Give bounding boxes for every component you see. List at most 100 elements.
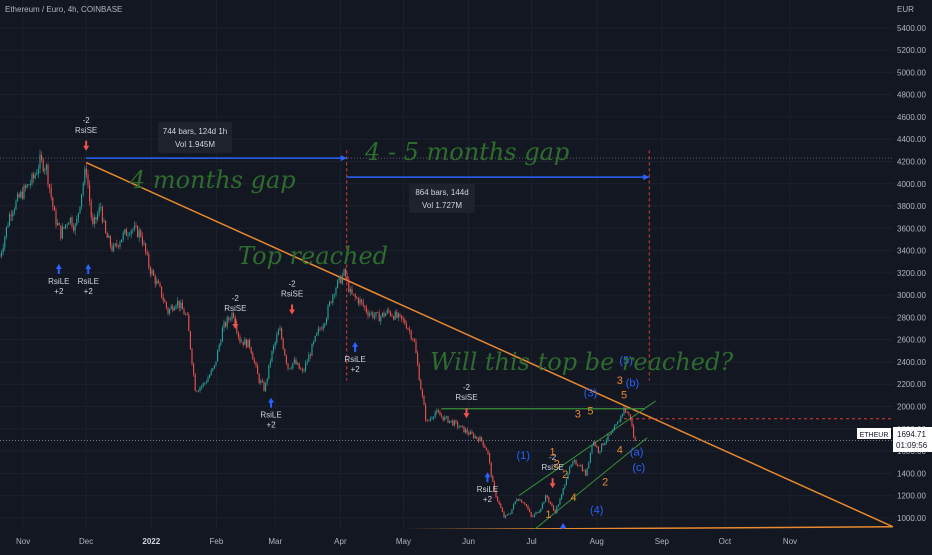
candle-body [261,380,263,383]
candle-body [316,332,318,336]
candle-body [522,502,524,504]
candle-body [37,168,39,174]
candle-body [93,217,95,224]
candle-body [282,338,284,349]
candle-body [87,174,89,186]
time-axis[interactable] [0,529,893,550]
strategy-signals: -2RsiSERsiLE+2RsiLE+2-2RsiSE-2RsiSERsiLE… [48,116,574,545]
candle-body [221,328,223,342]
candle-body [183,309,185,315]
annotation-gap1: 4 months gap [129,166,296,194]
candle-body [626,412,628,414]
candle-body [138,230,140,238]
candle-body [546,495,548,498]
candle-body [271,351,273,362]
measure-2-vol: Vol 1.727M [422,201,462,210]
candle-body [509,513,511,515]
candle-body [621,414,623,416]
candle-body [524,503,526,505]
candle-body [365,307,367,313]
candle-body [162,297,164,301]
candle-body [338,276,340,281]
time-tick-label: Apr [334,537,347,546]
price-axis[interactable] [893,0,932,550]
candlestick-series [0,149,636,519]
time-ticks: Nov Dec 2022 Feb Mar Apr May Jun Jul Aug Sep Oct Nov [16,537,797,546]
price-tick-label: 3400.00 [897,247,926,256]
channel-upper-line [518,400,656,497]
time-tick-label: Dec [79,537,93,546]
candle-body [292,363,294,368]
candle-body [473,433,475,438]
time-tick-label: Jun [462,537,475,546]
candle-body [108,235,110,238]
candle-body [218,344,220,351]
price-tick-label: 3600.00 [897,224,926,233]
candle-body [26,184,28,188]
candle-body [497,497,499,502]
candle-body [170,306,172,310]
candle-body [417,353,419,365]
candle-body [599,451,601,453]
short-arrow-icon [463,408,470,419]
candle-body [404,319,406,324]
candle-body [58,223,60,226]
candle-body [85,168,87,175]
candle-body [399,313,401,316]
candle-body [290,367,292,369]
candle-body [605,440,607,443]
signal-label: RsiLE [260,411,281,420]
candle-body [122,232,124,240]
candle-body [269,361,271,365]
candle-body [188,314,190,332]
candle-body [602,443,604,446]
channel-lower-line [533,437,648,531]
candle-body [31,174,33,184]
candle-body [610,432,612,435]
candle-body [407,328,409,330]
candle-body [172,306,174,311]
candle-body [511,509,513,514]
candle-body [327,305,329,319]
candle-body [375,312,377,316]
candle-body [569,466,571,474]
candle-body [10,214,12,217]
time-tick-label: Jul [526,537,536,546]
candle-body [154,275,156,284]
time-tick-label: Nov [16,537,30,546]
time-tick-label: Mar [268,537,282,546]
candle-body [353,294,355,295]
candle-body [434,412,436,417]
signal-label: RsiLE [344,355,365,364]
candle-body [233,312,235,318]
candle-body [194,373,196,391]
candle-body [74,224,76,231]
annotation-gap2: 4 - 5 months gap [364,138,569,166]
short-arrow-icon [549,478,556,489]
candle-body [581,465,583,472]
candle-body [125,229,127,236]
candle-body [465,429,467,433]
candle-body [268,364,270,379]
wave-label: 1 [550,446,556,458]
candle-body [633,426,635,438]
time-tick-label: May [396,537,411,546]
candle-body [229,319,231,321]
candle-body [217,350,219,362]
candle-body [273,346,275,352]
candle-body [213,365,215,369]
price-tick-label: 2800.00 [897,313,926,322]
candle-body [436,410,438,413]
candle-body [426,419,428,421]
long-arrow-icon [560,522,567,533]
candle-body [330,301,332,303]
candle-body [324,323,326,326]
candle-body [349,289,351,292]
signal-label: +2 [84,287,94,296]
signal-label: RsiSE [224,304,246,313]
candle-body [17,194,19,201]
candle-body [377,312,379,313]
candle-body [252,353,254,360]
candle-body [525,504,527,506]
